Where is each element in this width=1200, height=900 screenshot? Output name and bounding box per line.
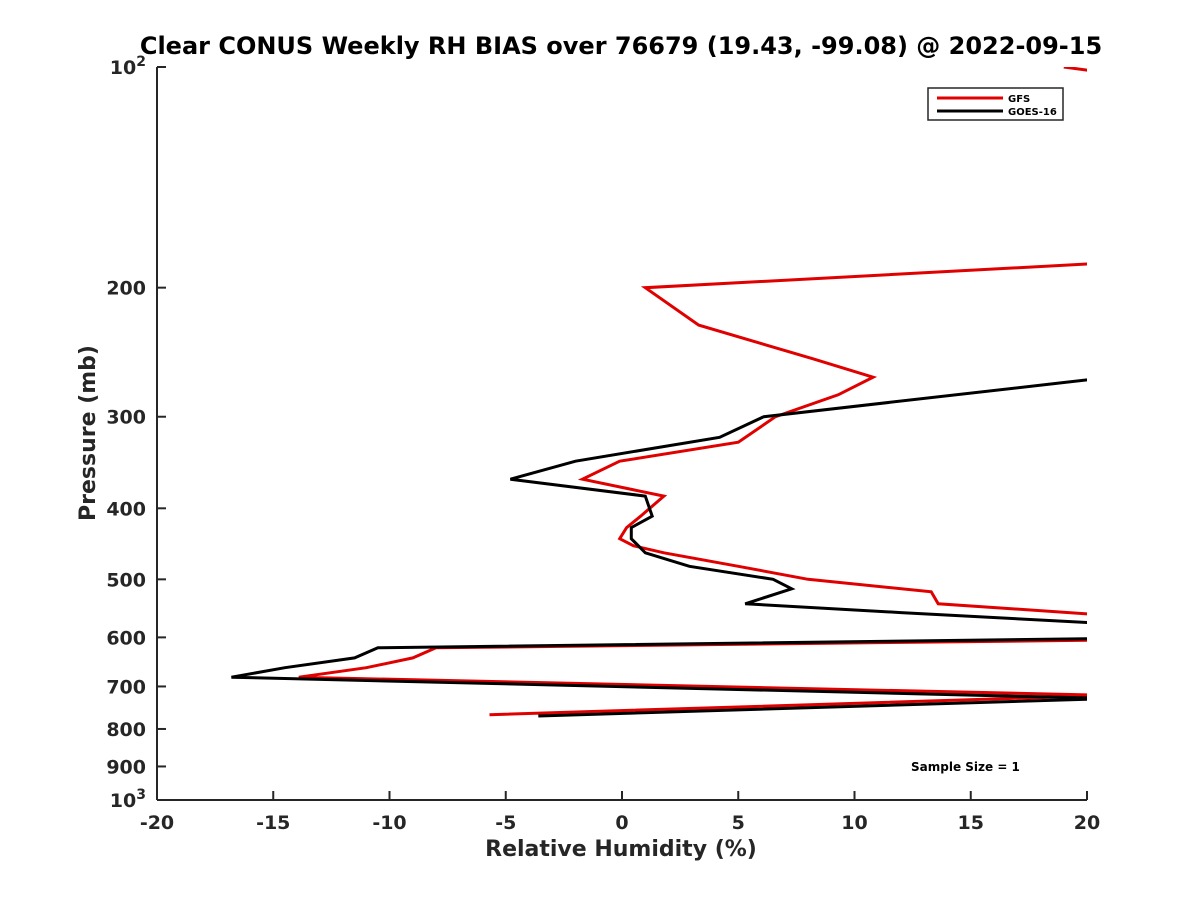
x-tick-label: 10	[841, 812, 867, 834]
sample-size-annotation: Sample Size = 1	[911, 760, 1020, 774]
y-ticks: 102 200 300 400 500 600 700 800 900 103	[106, 54, 166, 812]
legend-label-goes16: GOES-16	[1008, 107, 1057, 118]
x-tick-label: 20	[1074, 812, 1100, 834]
x-tick-label: -15	[256, 812, 290, 834]
x-ticks: -20 -15 -10 -5 0 5 10 15 20	[140, 791, 1100, 834]
x-tick-label: 15	[958, 812, 984, 834]
legend-label-gfs: GFS	[1008, 94, 1030, 105]
y-tick-label: 102	[110, 54, 146, 79]
series-line-gfs	[1063, 67, 1087, 72]
x-tick-label: -5	[495, 812, 516, 834]
legend-box	[927, 87, 1064, 121]
y-tick-label: 500	[106, 569, 146, 591]
x-axis-label: Relative Humidity (%)	[485, 837, 757, 862]
x-tick-label: -20	[140, 812, 174, 834]
y-tick-label: 800	[106, 719, 146, 741]
series-line-gfs	[577, 262, 1087, 616]
y-tick-label: 300	[106, 407, 146, 429]
y-axis-label: Pressure (mb)	[76, 345, 101, 521]
chart-title: Clear CONUS Weekly RH BIAS over 76679 (1…	[140, 32, 1102, 60]
y-tick-label: 900	[106, 756, 146, 778]
y-tick-label: 400	[106, 498, 146, 520]
x-tick-label: 5	[732, 812, 745, 834]
series-line-goes16	[510, 378, 1087, 625]
y-tick-label: 200	[106, 278, 146, 300]
x-tick-label: -10	[372, 812, 406, 834]
y-tick-label: 103	[110, 787, 146, 812]
y-tick-label: 600	[106, 627, 146, 649]
y-tick-label: 700	[106, 676, 146, 698]
legend: GFS GOES-16	[927, 87, 1064, 121]
x-tick-label: 0	[615, 812, 628, 834]
series-layer	[231, 67, 1087, 718]
series-line-goes16	[231, 637, 1087, 718]
